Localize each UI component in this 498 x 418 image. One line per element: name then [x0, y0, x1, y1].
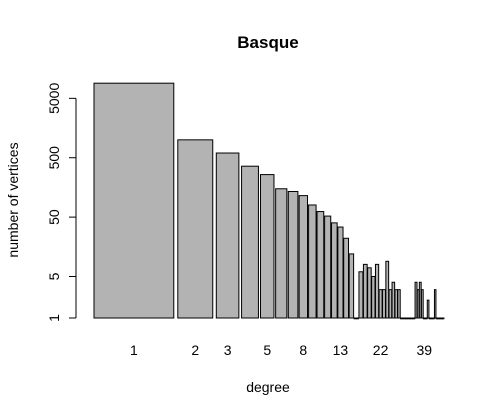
- x-tick-label-22: 22: [373, 342, 389, 358]
- bar-degree-38: [420, 289, 424, 319]
- bars-group: [93, 82, 445, 320]
- x-tick-label-39: 39: [416, 342, 432, 358]
- bar-degree-12: [331, 222, 338, 319]
- y-tick-label-5000: 5000: [46, 83, 62, 114]
- x-tick-label-13: 13: [333, 342, 349, 358]
- x-tick-label-3: 3: [224, 342, 232, 358]
- bar-degree-25: [388, 289, 393, 319]
- x-tick-label-1: 1: [130, 342, 138, 358]
- bar-degree-6: [275, 188, 288, 319]
- bar-degree-34: [412, 317, 416, 320]
- x-tick-labels: 1 2 3 5 8 13 22 39: [130, 342, 432, 358]
- bar-degree-2: [177, 139, 214, 319]
- bar-degree-50: [442, 317, 445, 320]
- x-tick-label-8: 8: [299, 342, 307, 358]
- bar-degree-22: [378, 289, 383, 319]
- bar-degree-17: [358, 271, 364, 319]
- x-axis-label: degree: [246, 379, 290, 395]
- bar-degree-37: [418, 281, 422, 319]
- bar-degree-13: [337, 226, 344, 319]
- y-tick-label-5: 5: [46, 272, 62, 280]
- bar-degree-41: [426, 299, 430, 319]
- bar-degree-5: [260, 174, 275, 319]
- bar-degree-19: [367, 267, 372, 319]
- bar-degree-45: [433, 289, 437, 319]
- y-tick-label-50: 50: [46, 209, 62, 225]
- bar-degree-1: [93, 82, 175, 319]
- bar-degree-9: [308, 204, 317, 319]
- bar-degree-27: [394, 289, 398, 319]
- bar-degree-3: [215, 152, 240, 319]
- bar-degree-21: [374, 263, 380, 319]
- bar-degree-10: [316, 211, 325, 319]
- bar-degree-8: [298, 195, 309, 319]
- bar-degree-15: [348, 253, 355, 319]
- bar-degree-14: [343, 237, 350, 319]
- bar-degree-4: [241, 165, 259, 319]
- bar-degree-35: [414, 281, 418, 319]
- bar-degree-29: [400, 317, 404, 320]
- x-tick-label-5: 5: [263, 342, 271, 358]
- bar-degree-31: [405, 317, 409, 320]
- bar-degree-26: [391, 281, 396, 319]
- bar-degree-33: [410, 317, 414, 320]
- bar-degree-28: [397, 289, 401, 319]
- bar-degree-18: [362, 263, 368, 319]
- bar-degree-23: [382, 289, 386, 319]
- bar-degree-11: [324, 215, 332, 319]
- bar-degree-20: [371, 275, 376, 319]
- bar-degree-30: [402, 317, 406, 320]
- y-axis: 1 5 50 500 5000: [46, 83, 77, 322]
- bar-degree-36: [416, 289, 420, 319]
- y-tick-label-500: 500: [46, 146, 62, 170]
- x-tick-label-2: 2: [191, 342, 199, 358]
- bar-degree-24: [385, 260, 390, 319]
- bar-degree-16: [353, 317, 359, 320]
- y-axis-label: number of vertices: [5, 142, 21, 257]
- y-tick-label-1: 1: [46, 314, 62, 322]
- bar-degree-7: [287, 190, 299, 319]
- bar-degree-32: [407, 317, 411, 320]
- chart-title: Basque: [237, 33, 298, 52]
